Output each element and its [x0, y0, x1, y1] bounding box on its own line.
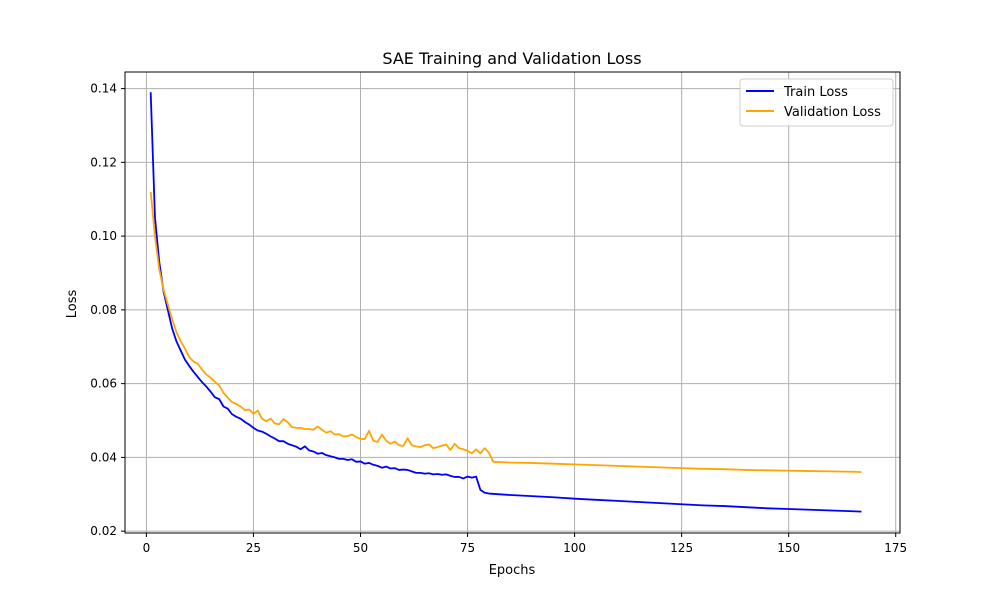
x-tick-label: 50 — [353, 541, 368, 555]
plot-area-frame — [124, 71, 901, 534]
y-tick-label: 0.14 — [90, 82, 117, 96]
y-tick-label: 0.04 — [90, 450, 117, 464]
y-tick-label: 0.06 — [90, 377, 117, 391]
y-tick-label: 0.12 — [90, 155, 117, 169]
x-tick-label: 175 — [884, 541, 907, 555]
x-tick-label: 100 — [563, 541, 586, 555]
x-tick-label: 75 — [460, 541, 475, 555]
chart-title: SAE Training and Validation Loss — [382, 49, 641, 68]
series-line-train-loss — [149, 92, 862, 513]
legend: Train Loss Validation Loss — [739, 78, 894, 127]
x-axis-ticks: 0 25 50 75 100 125 150 175 — [143, 533, 907, 555]
y-tick-label: 0.10 — [90, 229, 117, 243]
series-layer — [149, 92, 862, 513]
x-tick-label: 150 — [777, 541, 800, 555]
grid — [125, 72, 900, 533]
y-tick-label: 0.08 — [90, 303, 117, 317]
y-axis-ticks: 0.02 0.04 0.06 0.08 0.10 0.12 0.14 — [90, 82, 125, 538]
y-axis-label: Loss — [65, 290, 80, 319]
x-axis-label: Epochs — [489, 563, 536, 578]
legend-label-train-loss: Train Loss — [783, 85, 848, 100]
x-tick-label: 125 — [670, 541, 693, 555]
x-tick-label: 25 — [246, 541, 261, 555]
series-line-validation-loss — [149, 191, 862, 474]
x-tick-label: 0 — [143, 541, 151, 555]
y-tick-label: 0.02 — [90, 524, 117, 538]
legend-label-validation-loss: Validation Loss — [784, 105, 881, 120]
legend-box — [739, 78, 894, 127]
